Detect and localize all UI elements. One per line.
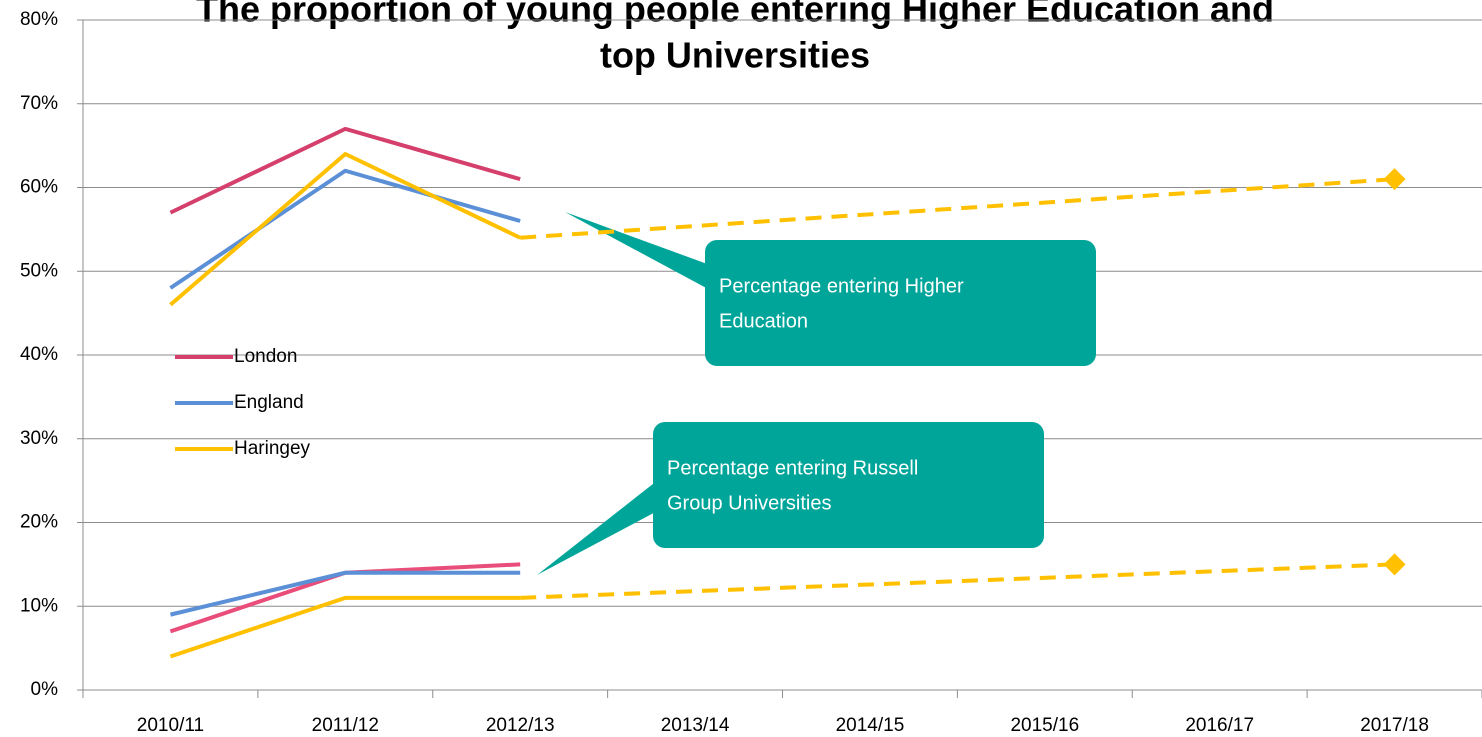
callout: Percentage entering Russell Group Univers… <box>537 422 1044 575</box>
chart-title: The proportion of young people entering … <box>196 0 1274 30</box>
series-line <box>169 126 521 215</box>
y-tick-label: 30% <box>20 428 58 449</box>
x-tick-label: 2014/15 <box>836 715 905 736</box>
series-line <box>169 595 521 659</box>
y-tick-label: 60% <box>20 177 58 198</box>
legend-label: Haringey <box>234 438 311 459</box>
x-tick-label: 2015/16 <box>1010 715 1079 736</box>
y-tick-label: 70% <box>20 93 58 114</box>
callout-text: Percentage entering Russell <box>667 457 918 479</box>
series-line <box>520 562 1395 600</box>
x-tick-label: 2017/18 <box>1360 715 1429 736</box>
x-tick-label: 2016/17 <box>1185 715 1254 736</box>
series-line <box>520 177 1395 240</box>
marker <box>1383 168 1406 191</box>
callout: Percentage entering Higher Education <box>565 212 1096 366</box>
callout-pointer <box>537 480 678 575</box>
callout-text: Group Universities <box>667 492 832 514</box>
x-tick-label: 2012/13 <box>486 715 555 736</box>
series-line <box>169 570 521 617</box>
x-tick-label: 2010/11 <box>137 715 204 736</box>
callout-box <box>705 240 1096 366</box>
y-tick-label: 40% <box>20 344 58 365</box>
y-tick-label: 20% <box>20 512 58 533</box>
callout-pointer <box>565 212 710 290</box>
y-tick-label: 0% <box>31 679 59 700</box>
x-tick-label: 2011/12 <box>312 715 379 736</box>
legend-label: London <box>234 346 297 367</box>
y-tick-label: 80% <box>20 9 58 30</box>
legend-label: England <box>234 392 304 413</box>
marker <box>1383 553 1406 576</box>
callout-text: Percentage entering Higher <box>719 275 964 297</box>
callout-box <box>653 422 1044 548</box>
y-tick-label: 50% <box>20 260 58 281</box>
callout-text: Education <box>719 310 808 332</box>
chart-title: top Universities <box>600 35 870 76</box>
x-tick-label: 2013/14 <box>661 715 730 736</box>
series-line <box>169 152 522 307</box>
series-line <box>169 168 521 290</box>
y-tick-label: 10% <box>20 595 58 616</box>
